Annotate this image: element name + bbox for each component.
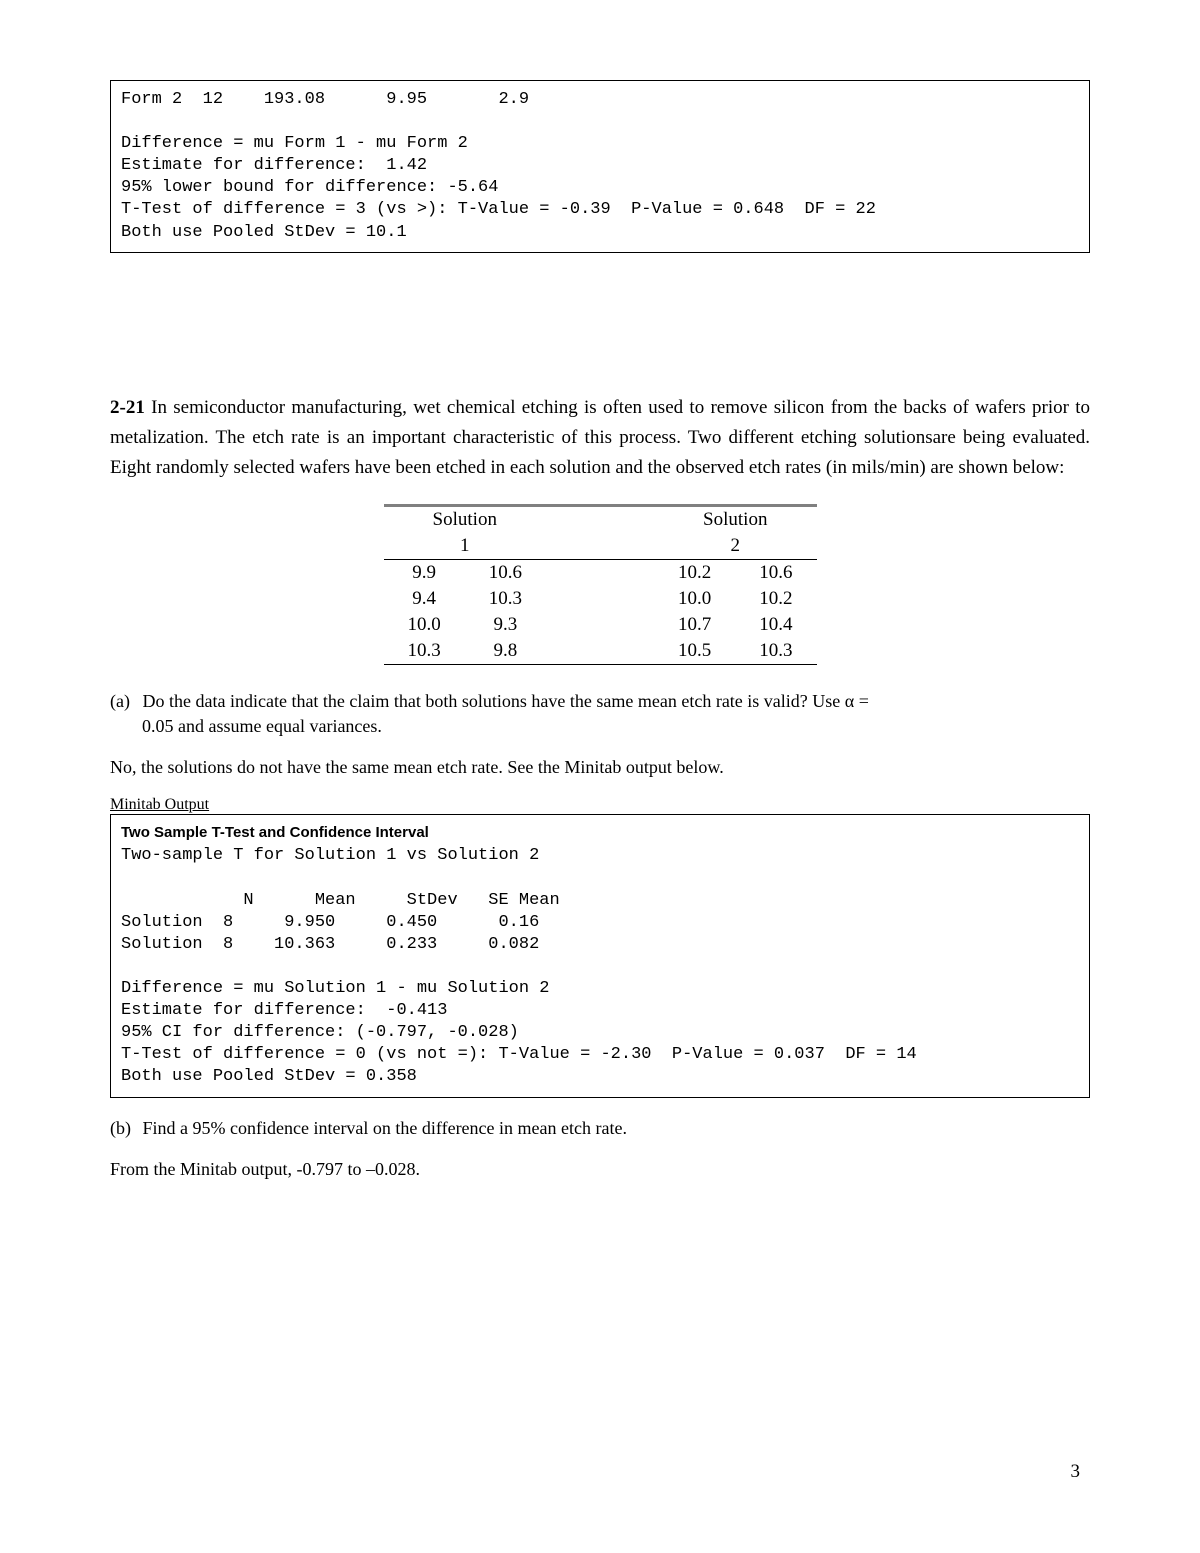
output2-line-10: T-Test of difference = 0 (vs not =): T-V… — [121, 1045, 917, 1064]
table-subheader-1: 1 — [384, 533, 547, 560]
problem-statement: 2-21 In semiconductor manufacturing, wet… — [110, 393, 1090, 484]
table-row: 9.9 10.6 10.2 10.6 — [384, 559, 817, 586]
table-row: 10.3 9.8 10.5 10.3 — [384, 638, 817, 665]
output1-line-3: Estimate for difference: 1.42 — [121, 156, 427, 175]
output2-line-5: Solution 8 10.363 0.233 0.082 — [121, 935, 539, 954]
table-subheader-2: 2 — [654, 533, 817, 560]
output2-line-4: Solution 8 9.950 0.450 0.16 — [121, 913, 539, 932]
answer-a: No, the solutions do not have the same m… — [110, 755, 1090, 780]
question-a: (a) Do the data indicate that the claim … — [110, 689, 1090, 739]
output2-line-3: N Mean StDev SE Mean — [121, 891, 560, 910]
output1-line-4: 95% lower bound for difference: -5.64 — [121, 178, 498, 197]
output2-line-1: Two-sample T for Solution 1 vs Solution … — [121, 846, 539, 865]
answer-b: From the Minitab output, -0.797 to –0.02… — [110, 1157, 1090, 1182]
minitab-output-label: Minitab Output — [110, 796, 1090, 814]
question-a-letter: (a) — [110, 689, 138, 714]
table-header-solution-2: Solution — [654, 505, 817, 533]
page-number: 3 — [1071, 1461, 1081, 1483]
table-header-solution-1: Solution — [384, 505, 547, 533]
output2-line-8: Estimate for difference: -0.413 — [121, 1001, 447, 1020]
output2-line-9: 95% CI for difference: (-0.797, -0.028) — [121, 1023, 519, 1042]
question-b: (b) Find a 95% confidence interval on th… — [110, 1116, 1090, 1141]
output1-line-0: Form 2 12 193.08 9.95 2.9 — [121, 90, 529, 109]
output1-line-5: T-Test of difference = 3 (vs >): T-Value… — [121, 200, 876, 219]
table-row: 9.4 10.3 10.0 10.2 — [384, 586, 817, 612]
output2-line-7: Difference = mu Solution 1 - mu Solution… — [121, 979, 549, 998]
minitab-output-box-2: Two Sample T-Test and Confidence Interva… — [110, 814, 1090, 1097]
output2-line-11: Both use Pooled StDev = 0.358 — [121, 1067, 417, 1086]
table-row: 10.0 9.3 10.7 10.4 — [384, 612, 817, 638]
problem-text: In semiconductor manufacturing, wet chem… — [110, 397, 1090, 479]
output1-line-2: Difference = mu Form 1 - mu Form 2 — [121, 134, 468, 153]
problem-number: 2-21 — [110, 397, 145, 418]
question-a-text-line1: Do the data indicate that the claim that… — [143, 691, 869, 711]
question-b-text: Find a 95% confidence interval on the di… — [143, 1118, 627, 1138]
output1-line-6: Both use Pooled StDev = 10.1 — [121, 223, 407, 242]
question-a-text-line2: 0.05 and assume equal variances. — [142, 714, 1090, 739]
etch-rate-data-table: Solution Solution 1 2 9.9 10.6 10.2 10.6… — [384, 504, 817, 665]
table-gap — [546, 505, 654, 533]
question-b-letter: (b) — [110, 1116, 138, 1141]
output2-title: Two Sample T-Test and Confidence Interva… — [121, 824, 429, 841]
minitab-output-box-1: Form 2 12 193.08 9.95 2.9 Difference = m… — [110, 80, 1090, 253]
